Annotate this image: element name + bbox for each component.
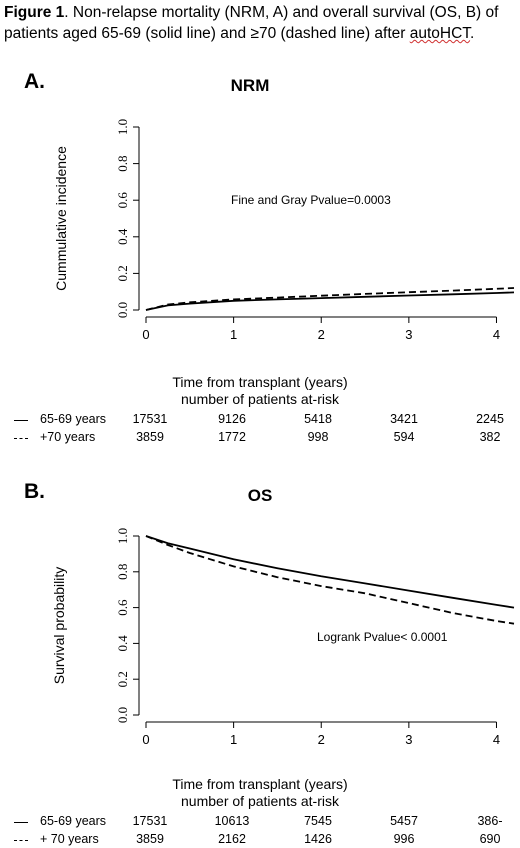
x-tick-label: 1 [230, 732, 237, 747]
x-tick-label: 2 [318, 732, 325, 747]
y-axis-label: Cummulative incidence [53, 146, 69, 291]
risk-value: 1772 [218, 430, 246, 444]
x-tick-label: 1 [230, 327, 237, 342]
figure-caption: Figure 1. Non-relapse mortality (NRM, A)… [4, 2, 516, 44]
panel-b-xlabel: Time from transplant (years) [172, 776, 348, 792]
panel-a-risk-title: number of patients at-risk [181, 391, 339, 407]
risk-row-label: +70 years [40, 430, 96, 444]
risk-value: 1426 [304, 832, 332, 846]
x-tick-label: 3 [405, 732, 412, 747]
panel-b-risk-title: number of patients at-risk [181, 793, 339, 809]
y-tick-label: 0.0 [115, 302, 130, 318]
risk-row-label: 65-69 years [40, 814, 107, 828]
risk-value: 594 [393, 430, 415, 444]
caption-text: . Non-relapse mortality (NRM, A) and ove… [4, 4, 499, 42]
caption-end: . [470, 25, 475, 42]
p-value-annotation: Fine and Gray Pvalue=0.0003 [231, 193, 391, 207]
panel-b-title: OS [247, 486, 273, 505]
legend-solid-line [14, 822, 28, 823]
risk-value: 3859 [136, 430, 164, 444]
x-tick-label: 3 [405, 327, 412, 342]
y-tick-label: 0.8 [115, 564, 130, 580]
panel-a-xlabel: Time from transplant (years) [172, 374, 348, 390]
caption-bold: Figure 1 [4, 4, 65, 21]
caption-underlined: autoHCT [409, 25, 471, 42]
y-tick-label: 1.0 [115, 119, 130, 135]
risk-value: 9126 [218, 412, 246, 426]
risk-value: 17531 [132, 412, 168, 426]
risk-value: 2245 [476, 412, 504, 426]
panel-a-letter: A. [24, 70, 45, 93]
risk-value: 5457 [390, 814, 418, 828]
risk-row: +70 years 3859 1772 998 594 382 [0, 430, 520, 446]
series-line-dashed [145, 535, 515, 625]
y-tick-label: 0.6 [115, 599, 130, 616]
risk-row: 65-69 years 17531 9126 5418 3421 2245 [0, 412, 520, 428]
risk-row: 65-69 years 17531 10613 7545 5457 386- [0, 814, 520, 830]
y-tick-label: 0.2 [115, 265, 130, 281]
risk-row: + 70 years 3859 2162 1426 996 690 [0, 832, 520, 848]
panel-a-title: NRM [230, 76, 270, 95]
y-tick-label: 0.6 [115, 192, 130, 209]
series-line-solid [145, 291, 515, 311]
risk-value: 17531 [132, 814, 168, 828]
risk-value: 996 [393, 832, 415, 846]
risk-value: 7545 [304, 814, 332, 828]
risk-value: 5418 [304, 412, 332, 426]
risk-value: 386- [477, 814, 503, 828]
risk-value: 690 [479, 832, 501, 846]
risk-value: 10613 [214, 814, 250, 828]
x-tick-label: 4 [493, 732, 500, 747]
risk-value: 998 [307, 430, 329, 444]
x-tick-label: 0 [142, 327, 149, 342]
x-tick-label: 2 [318, 327, 325, 342]
risk-value: 3859 [136, 832, 164, 846]
risk-value: 2162 [218, 832, 246, 846]
legend-solid-line [14, 420, 28, 421]
legend-dashed-line [14, 438, 28, 439]
x-tick-label: 4 [493, 327, 500, 342]
panel-b-letter: B. [24, 480, 45, 503]
y-tick-label: 0.2 [115, 671, 130, 687]
chart-os: 0.0 0.2 0.4 0.6 0.8 1.0 0 1 2 3 4 Survival probabil… [51, 528, 515, 747]
risk-row-label: 65-69 years [40, 412, 107, 426]
series-line-solid [145, 535, 515, 609]
y-tick-label: 0.4 [115, 228, 130, 245]
risk-value: 382 [479, 430, 501, 444]
risk-row-label: + 70 years [40, 832, 99, 846]
p-value-annotation: Logrank Pvalue< 0.0001 [317, 630, 448, 644]
y-tick-label: 1.0 [115, 528, 130, 544]
series-line-dashed [145, 287, 515, 311]
x-tick-label: 0 [142, 732, 149, 747]
risk-value: 3421 [390, 412, 418, 426]
y-axis-label: Survival probability [51, 567, 67, 685]
y-tick-label: 0.0 [115, 707, 130, 723]
legend-dashed-line [14, 840, 28, 841]
chart-nrm: 0.0 0.2 0.4 0.6 0.8 1.0 0 1 2 3 4 Cummulative incid… [53, 119, 515, 342]
y-tick-label: 0.4 [115, 635, 130, 652]
y-tick-label: 0.8 [115, 155, 130, 171]
